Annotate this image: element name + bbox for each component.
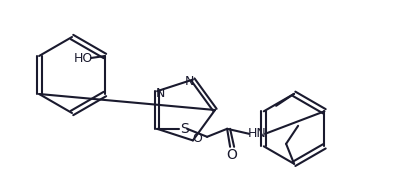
Text: O: O	[227, 148, 238, 162]
Text: N: N	[155, 87, 165, 100]
Text: S: S	[180, 122, 189, 136]
Text: HN: HN	[248, 127, 267, 140]
Text: HO: HO	[73, 52, 92, 64]
Text: O: O	[192, 132, 202, 145]
Text: N: N	[185, 75, 195, 88]
